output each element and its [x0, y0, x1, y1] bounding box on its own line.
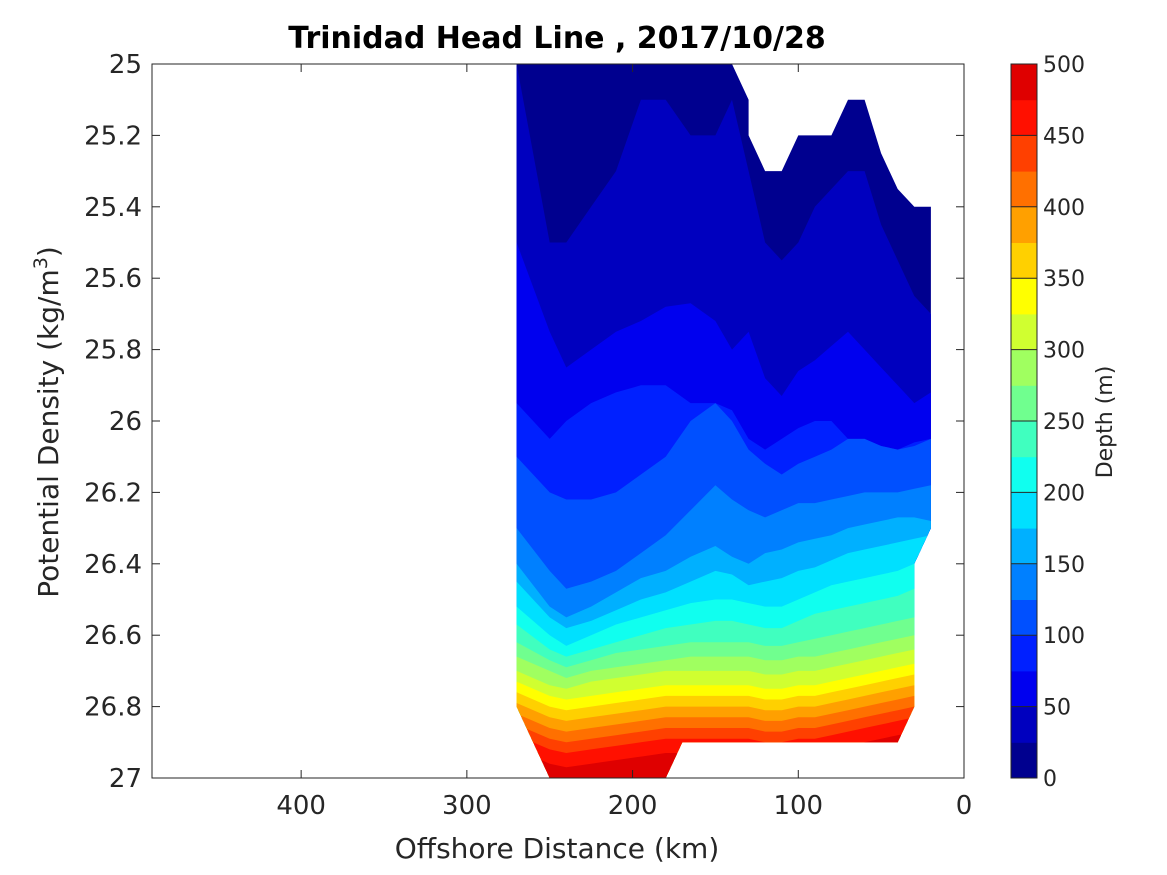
colorbar-segment — [1011, 599, 1037, 636]
colorbar-segment — [1011, 670, 1037, 708]
colorbar-tick-label: 400 — [1043, 196, 1085, 221]
colorbar-segment — [1011, 242, 1037, 279]
colorbar-tick-label: 500 — [1043, 53, 1085, 78]
colorbar-segment — [1011, 135, 1037, 172]
colorbar-tick-label: 0 — [1043, 767, 1057, 792]
colorbar-segment — [1011, 99, 1037, 136]
x-axis-ticks: 400 300 200 100 0 — [276, 64, 972, 821]
y-axis-label: Potential Density (kg/m3) — [30, 246, 65, 598]
chart-title: Trinidad Head Line , 2017/10/28 — [288, 21, 825, 56]
x-tick-label: 0 — [956, 791, 973, 821]
colorbar-segment — [1011, 528, 1037, 565]
y-tick-label: 26.4 — [84, 550, 142, 580]
y-tick-label: 25.8 — [84, 336, 142, 366]
y-axis-label-main: Potential Density (kg/m — [32, 269, 65, 598]
y-tick-label: 25 — [109, 50, 142, 80]
y-axis-ticks: 25 25.2 25.4 25.6 25.8 26 26.2 26.4 26.6 26.8 27 — [84, 50, 964, 794]
colorbar-segment — [1011, 171, 1037, 208]
colorbar-tick-label: 50 — [1043, 696, 1071, 721]
x-tick-label: 400 — [276, 791, 326, 821]
x-tick-label: 200 — [608, 791, 658, 821]
colorbar-tick-label: 250 — [1043, 410, 1085, 435]
x-tick-label: 300 — [442, 791, 492, 821]
y-axis-label-close: ) — [32, 246, 65, 257]
colorbar-segment — [1011, 349, 1037, 386]
colorbar-label: Depth (m) — [1093, 366, 1118, 479]
colorbar-segment — [1011, 206, 1037, 243]
y-tick-label: 26.8 — [84, 693, 142, 723]
y-axis-label-sup: 3 — [30, 257, 52, 269]
colorbar-tick-label: 200 — [1043, 481, 1085, 506]
colorbar — [1010, 63, 1038, 779]
y-tick-label: 26.2 — [84, 478, 142, 508]
colorbar-segment — [1011, 706, 1037, 743]
y-tick-label: 25.4 — [84, 193, 142, 223]
y-tick-label: 26 — [109, 407, 142, 437]
colorbar-ticks: 0 50 100 150 200 250 300 350 400 450 500 — [1011, 53, 1085, 792]
x-axis-label: Offshore Distance (km) — [395, 832, 720, 865]
colorbar-segment — [1011, 563, 1037, 600]
colorbar-segment — [1011, 742, 1037, 779]
y-tick-label: 27 — [109, 764, 142, 794]
colorbar-segment — [1011, 278, 1037, 315]
colorbar-segment — [1011, 64, 1037, 101]
colorbar-segment — [1011, 456, 1037, 493]
y-tick-label: 25.2 — [84, 121, 142, 151]
colorbar-segment — [1011, 635, 1037, 672]
colorbar-tick-label: 350 — [1043, 267, 1085, 292]
colorbar-tick-label: 150 — [1043, 553, 1085, 578]
colorbar-segment — [1011, 313, 1037, 351]
colorbar-segment — [1011, 421, 1037, 458]
y-tick-label: 25.6 — [84, 264, 142, 294]
y-tick-label: 26.6 — [84, 621, 142, 651]
x-tick-label: 100 — [773, 791, 823, 821]
colorbar-tick-label: 100 — [1043, 624, 1085, 649]
colorbar-segment — [1011, 492, 1037, 529]
colorbar-tick-label: 450 — [1043, 124, 1085, 149]
contour-fills — [516, 64, 931, 778]
colorbar-segment — [1011, 385, 1037, 422]
colorbar-tick-label: 300 — [1043, 339, 1085, 364]
